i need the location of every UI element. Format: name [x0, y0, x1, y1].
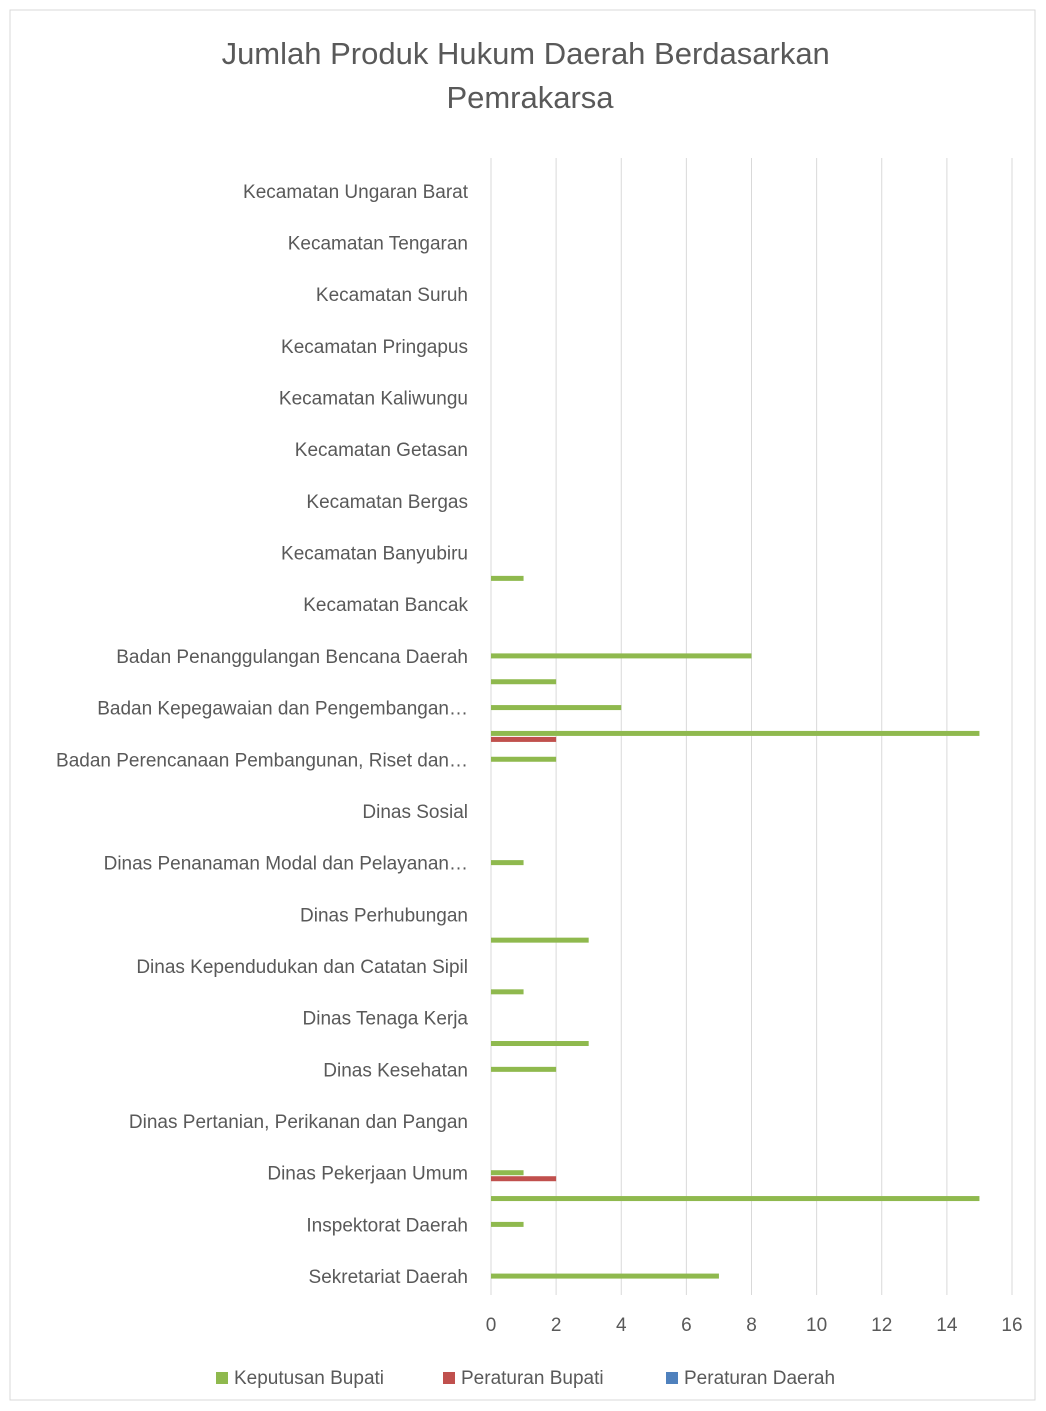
legend-swatch: [666, 1372, 678, 1384]
chart-title: Jumlah Produk Hukum Daerah Berdasarkan P…: [222, 36, 839, 115]
y-tick-label: Dinas Pertanian, Perikanan dan Pangan: [129, 1112, 468, 1133]
x-tick-label: 0: [486, 1315, 497, 1336]
bar: [491, 679, 557, 685]
y-tick-label: Kecamatan Pringapus: [281, 337, 468, 358]
chart-border: [9, 9, 1036, 1401]
y-tick-label: Dinas Kependudukan dan Catatan Sipil: [136, 957, 468, 978]
legend-label: Keputusan Bupati: [234, 1368, 384, 1389]
x-tick-label: 4: [616, 1315, 627, 1336]
y-tick-label: Kecamatan Banyubiru: [281, 544, 468, 565]
legend-label: Peraturan Bupati: [461, 1368, 604, 1389]
legend-swatch: [216, 1372, 228, 1384]
x-tick-label: 6: [681, 1315, 692, 1336]
y-tick-label: Kecamatan Kaliwungu: [279, 389, 468, 410]
x-tick-label: 14: [936, 1315, 958, 1336]
y-tick-label: Kecamatan Ungaran Barat: [243, 182, 469, 203]
bar: [491, 653, 752, 659]
y-tick-label: Badan Kepegawaian dan Pengembangan…: [97, 699, 468, 720]
y-tick-label: Dinas Penanaman Modal dan Pelayanan…: [104, 854, 468, 875]
y-tick-label: Badan Penanggulangan Bencana Daerah: [116, 647, 468, 668]
y-tick-label: Kecamatan Getasan: [295, 440, 468, 461]
y-tick-label: Dinas Tenaga Kerja: [303, 1009, 469, 1030]
bar: [491, 705, 622, 711]
bar: [491, 1041, 589, 1047]
bar: [491, 1196, 980, 1202]
bar: [491, 989, 524, 995]
x-tick-label: 8: [746, 1315, 757, 1336]
bar: [491, 730, 980, 736]
x-tick-label: 10: [806, 1315, 827, 1336]
bar: [491, 756, 557, 762]
x-tick-label: 16: [1001, 1315, 1022, 1336]
bar: [491, 1273, 719, 1279]
bar: [491, 1221, 524, 1227]
y-tick-label: Kecamatan Tengaran: [288, 233, 468, 254]
y-tick-label: Badan Perencanaan Pembangunan, Riset dan…: [56, 750, 468, 771]
bar: [491, 575, 524, 581]
bar: [491, 736, 557, 742]
bar: [491, 1176, 557, 1182]
y-tick-label: Dinas Pekerjaan Umum: [267, 1164, 468, 1185]
x-tick-label: 2: [551, 1315, 562, 1336]
bar: [491, 1066, 557, 1072]
legend-swatch: [443, 1372, 455, 1384]
y-tick-label: Kecamatan Suruh: [316, 285, 468, 306]
legend-label: Peraturan Daerah: [684, 1368, 835, 1389]
y-tick-label: Sekretariat Daerah: [309, 1267, 468, 1288]
y-tick-label: Kecamatan Bancak: [303, 595, 468, 616]
bar: [491, 860, 524, 866]
y-tick-label: Dinas Sosial: [362, 802, 468, 823]
bar: [491, 1170, 524, 1176]
y-tick-label: Dinas Kesehatan: [323, 1060, 468, 1081]
y-tick-label: Inspektorat Daerah: [306, 1215, 468, 1236]
y-tick-label: Dinas Perhubungan: [300, 905, 468, 926]
y-tick-label: Kecamatan Bergas: [306, 492, 468, 513]
x-tick-label: 12: [871, 1315, 892, 1336]
bar: [491, 937, 589, 943]
